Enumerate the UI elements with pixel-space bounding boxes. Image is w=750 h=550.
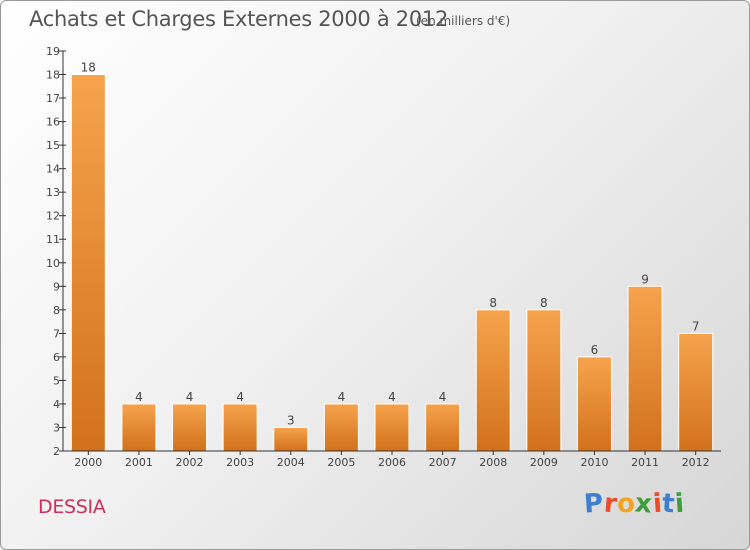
bar-2007 bbox=[425, 403, 461, 452]
bar-2011 bbox=[627, 285, 663, 452]
logo-letter: i bbox=[673, 488, 686, 520]
bars bbox=[70, 74, 714, 452]
x-tick-label-2003: 2003 bbox=[226, 456, 254, 469]
y-tick-label: 8 bbox=[53, 304, 60, 317]
y-tick-label: 19 bbox=[46, 45, 60, 58]
logo-letter: P bbox=[582, 488, 605, 520]
commune-name: DESSIA bbox=[38, 496, 106, 518]
x-tick-label-2011: 2011 bbox=[631, 456, 659, 469]
data-label-2012: 7 bbox=[692, 319, 700, 333]
data-label-2009: 8 bbox=[540, 296, 548, 310]
y-tick-label: 9 bbox=[53, 280, 60, 293]
x-tick-label-2008: 2008 bbox=[479, 456, 507, 469]
y-tick-label: 12 bbox=[46, 210, 60, 223]
bar-2009 bbox=[526, 309, 562, 452]
x-tick-label-2002: 2002 bbox=[176, 456, 204, 469]
data-label-2008: 8 bbox=[489, 296, 497, 310]
data-labels: 18 4 4 4 3 4 4 4 8 8 6 9 7 bbox=[81, 61, 700, 428]
proxiti-logo[interactable]: Proxiti bbox=[582, 488, 686, 520]
bar-2012 bbox=[678, 332, 714, 452]
data-label-2003: 4 bbox=[236, 390, 244, 404]
data-label-2004: 3 bbox=[287, 413, 295, 427]
data-label-2005: 4 bbox=[338, 390, 346, 404]
y-tick-label: 17 bbox=[46, 92, 60, 105]
y-tick-label: 7 bbox=[53, 327, 60, 340]
y-tick-label: 3 bbox=[53, 421, 60, 434]
data-label-2001: 4 bbox=[135, 390, 143, 404]
bar-2004 bbox=[273, 426, 309, 452]
bar-2003 bbox=[222, 403, 258, 452]
x-tick-label-2007: 2007 bbox=[429, 456, 457, 469]
bar-2008 bbox=[475, 309, 511, 452]
chart-title: Achats et Charges Externes 2000 à 2012 bbox=[29, 7, 449, 31]
bar-2000 bbox=[70, 74, 106, 452]
y-tick-label: 15 bbox=[46, 139, 60, 152]
y-tick-label: 4 bbox=[53, 398, 60, 411]
data-label-2006: 4 bbox=[388, 390, 396, 404]
y-tick-label: 13 bbox=[46, 186, 60, 199]
data-label-2002: 4 bbox=[186, 390, 194, 404]
y-tick-label: 11 bbox=[46, 233, 60, 246]
x-tick-label-2009: 2009 bbox=[530, 456, 558, 469]
x-tick-label-2012: 2012 bbox=[682, 456, 710, 469]
x-tick-label-2006: 2006 bbox=[378, 456, 406, 469]
bar-2002 bbox=[172, 403, 208, 452]
x-tick-label-2000: 2000 bbox=[74, 456, 102, 469]
bar-2010 bbox=[576, 356, 612, 452]
y-tick-label: 5 bbox=[53, 374, 60, 387]
x-tick-label-2004: 2004 bbox=[277, 456, 305, 469]
x-axis: 2000 2001 2002 2003 2004 2005 2006 2007 2008 2009… bbox=[63, 450, 721, 469]
x-tick-label-2010: 2010 bbox=[580, 456, 608, 469]
chart-unit: (en milliers d'€) bbox=[416, 14, 511, 28]
y-tick-label: 2 bbox=[53, 445, 60, 458]
bar-2006 bbox=[374, 403, 410, 452]
x-tick-label-2005: 2005 bbox=[327, 456, 355, 469]
data-label-2010: 6 bbox=[591, 343, 599, 357]
bar-2005 bbox=[323, 403, 359, 452]
data-label-2007: 4 bbox=[439, 390, 447, 404]
y-tick-label: 18 bbox=[46, 69, 60, 82]
logo-letter: x bbox=[633, 488, 654, 520]
y-tick-label: 6 bbox=[53, 351, 60, 364]
x-tick-label-2001: 2001 bbox=[125, 456, 153, 469]
data-label-2011: 9 bbox=[641, 272, 649, 286]
bar-2001 bbox=[121, 403, 157, 452]
y-tick-label: 14 bbox=[46, 163, 60, 176]
y-tick-label: 10 bbox=[46, 257, 60, 270]
y-axis: 2 3 4 5 6 7 8 9 10 11 12 13 14 15 16 17 18 19 bbox=[46, 45, 66, 458]
data-label-2000: 18 bbox=[81, 61, 96, 75]
y-tick-label: 16 bbox=[46, 116, 60, 129]
